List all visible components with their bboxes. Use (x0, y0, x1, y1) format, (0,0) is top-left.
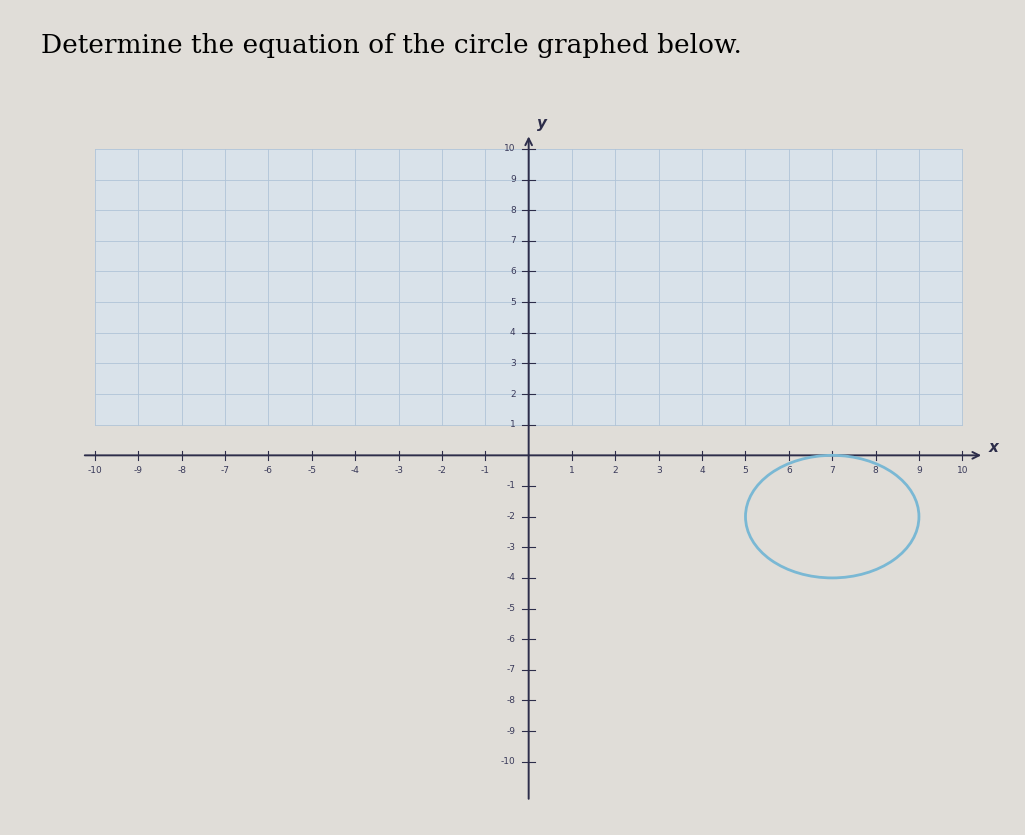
Text: -1: -1 (481, 466, 490, 475)
Text: -1: -1 (506, 482, 516, 490)
Text: 4: 4 (510, 328, 516, 337)
Text: 5: 5 (509, 297, 516, 306)
Text: 10: 10 (956, 466, 968, 475)
Text: -4: -4 (351, 466, 360, 475)
Text: -8: -8 (177, 466, 187, 475)
Text: -6: -6 (506, 635, 516, 644)
Text: -5: -5 (506, 604, 516, 613)
Text: 5: 5 (743, 466, 748, 475)
Text: 7: 7 (829, 466, 835, 475)
Text: -3: -3 (506, 543, 516, 552)
Text: y: y (537, 115, 546, 130)
Text: 4: 4 (699, 466, 705, 475)
Bar (95, 149, 962, 425)
Text: -2: -2 (506, 512, 516, 521)
Text: 1: 1 (509, 420, 516, 429)
Text: x: x (988, 440, 998, 455)
Text: -4: -4 (506, 574, 516, 582)
Text: 3: 3 (509, 359, 516, 368)
Text: Determine the equation of the circle graphed below.: Determine the equation of the circle gra… (41, 33, 742, 58)
Text: -7: -7 (220, 466, 230, 475)
Text: 2: 2 (613, 466, 618, 475)
Text: -10: -10 (501, 757, 516, 767)
Text: 10: 10 (504, 144, 516, 154)
Text: 9: 9 (916, 466, 921, 475)
Text: -2: -2 (438, 466, 446, 475)
Text: -7: -7 (506, 665, 516, 675)
Text: 8: 8 (509, 205, 516, 215)
Text: 8: 8 (872, 466, 878, 475)
Text: 6: 6 (509, 267, 516, 276)
Text: 9: 9 (509, 175, 516, 184)
Text: 6: 6 (786, 466, 791, 475)
Text: -10: -10 (87, 466, 102, 475)
Text: 1: 1 (569, 466, 575, 475)
Text: -6: -6 (264, 466, 273, 475)
Text: -8: -8 (506, 696, 516, 705)
Text: 3: 3 (656, 466, 661, 475)
Text: 7: 7 (509, 236, 516, 245)
Text: 2: 2 (510, 390, 516, 398)
Text: -9: -9 (134, 466, 142, 475)
Text: -3: -3 (394, 466, 403, 475)
Text: -9: -9 (506, 726, 516, 736)
Text: -5: -5 (308, 466, 317, 475)
